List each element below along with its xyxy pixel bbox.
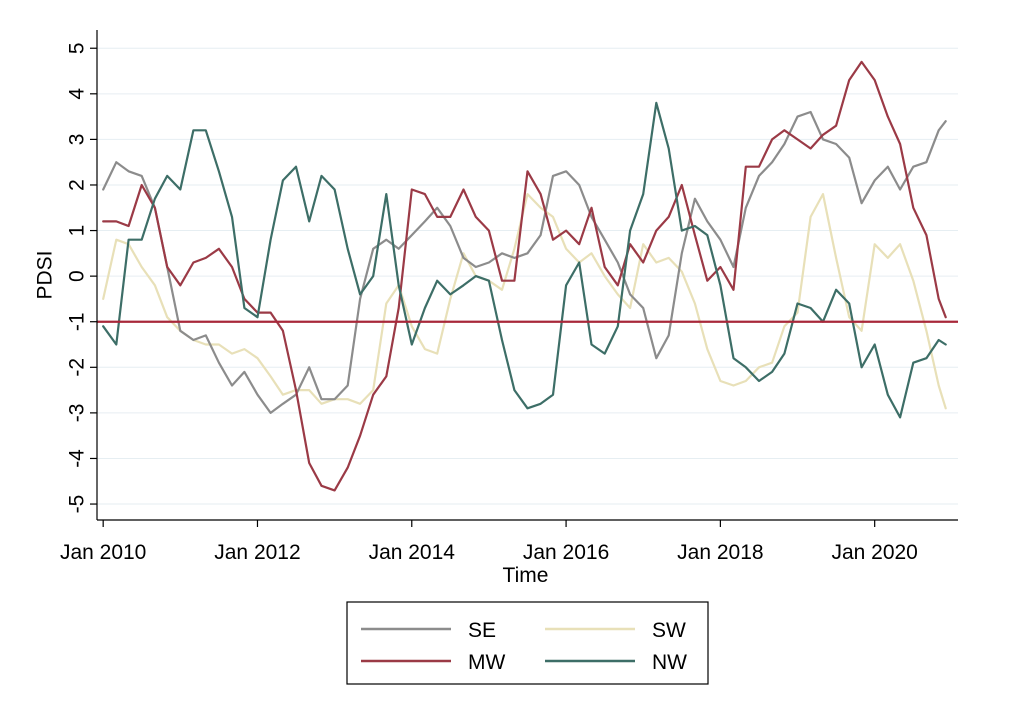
y-tick-label: 1 xyxy=(66,225,89,237)
legend-label-mw: MW xyxy=(468,651,505,674)
x-tick-label: Jan 2010 xyxy=(60,541,146,564)
legend-label-sw: SW xyxy=(652,619,686,642)
series-line-nw xyxy=(102,101,947,419)
x-tick-label: Jan 2020 xyxy=(831,541,917,564)
x-tick-label: Jan 2012 xyxy=(214,541,300,564)
y-tick-label: 5 xyxy=(66,42,89,54)
y-tick-label: -3 xyxy=(66,404,89,423)
x-tick-label: Jan 2018 xyxy=(677,541,763,564)
series-line-mw xyxy=(102,60,947,492)
legend-box xyxy=(346,601,709,685)
series-line-se xyxy=(102,110,947,414)
y-tick-label: -4 xyxy=(66,449,89,468)
x-axis-ticks: Jan 2010 Jan 2012 Jan 2014 Jan 2016 Jan 2018… xyxy=(60,520,918,564)
legend-label-nw: NW xyxy=(652,651,687,674)
y-axis-title: PDSI xyxy=(34,250,57,299)
y-tick-label: -1 xyxy=(66,312,89,331)
y-axis-ticks: 5 4 3 2 1 0 -1 -2 -3 -4 -5 xyxy=(66,42,97,513)
y-tick-label: -2 xyxy=(66,358,89,377)
y-tick-label: 4 xyxy=(66,88,89,100)
x-tick-label: Jan 2014 xyxy=(369,541,456,564)
legend-label-se: SE xyxy=(468,619,496,642)
x-axis-title: Time xyxy=(503,564,549,587)
y-tick-label: 2 xyxy=(66,179,89,191)
x-tick-label: Jan 2016 xyxy=(523,541,609,564)
y-tick-label: -5 xyxy=(66,495,89,514)
gridlines xyxy=(97,47,958,505)
series-line-sw xyxy=(102,193,947,410)
legend: SE SW MW NW xyxy=(346,601,709,685)
y-tick-label: 3 xyxy=(66,134,89,146)
y-tick-label: 0 xyxy=(66,270,89,282)
axes xyxy=(96,30,958,521)
series-lines xyxy=(102,60,947,492)
